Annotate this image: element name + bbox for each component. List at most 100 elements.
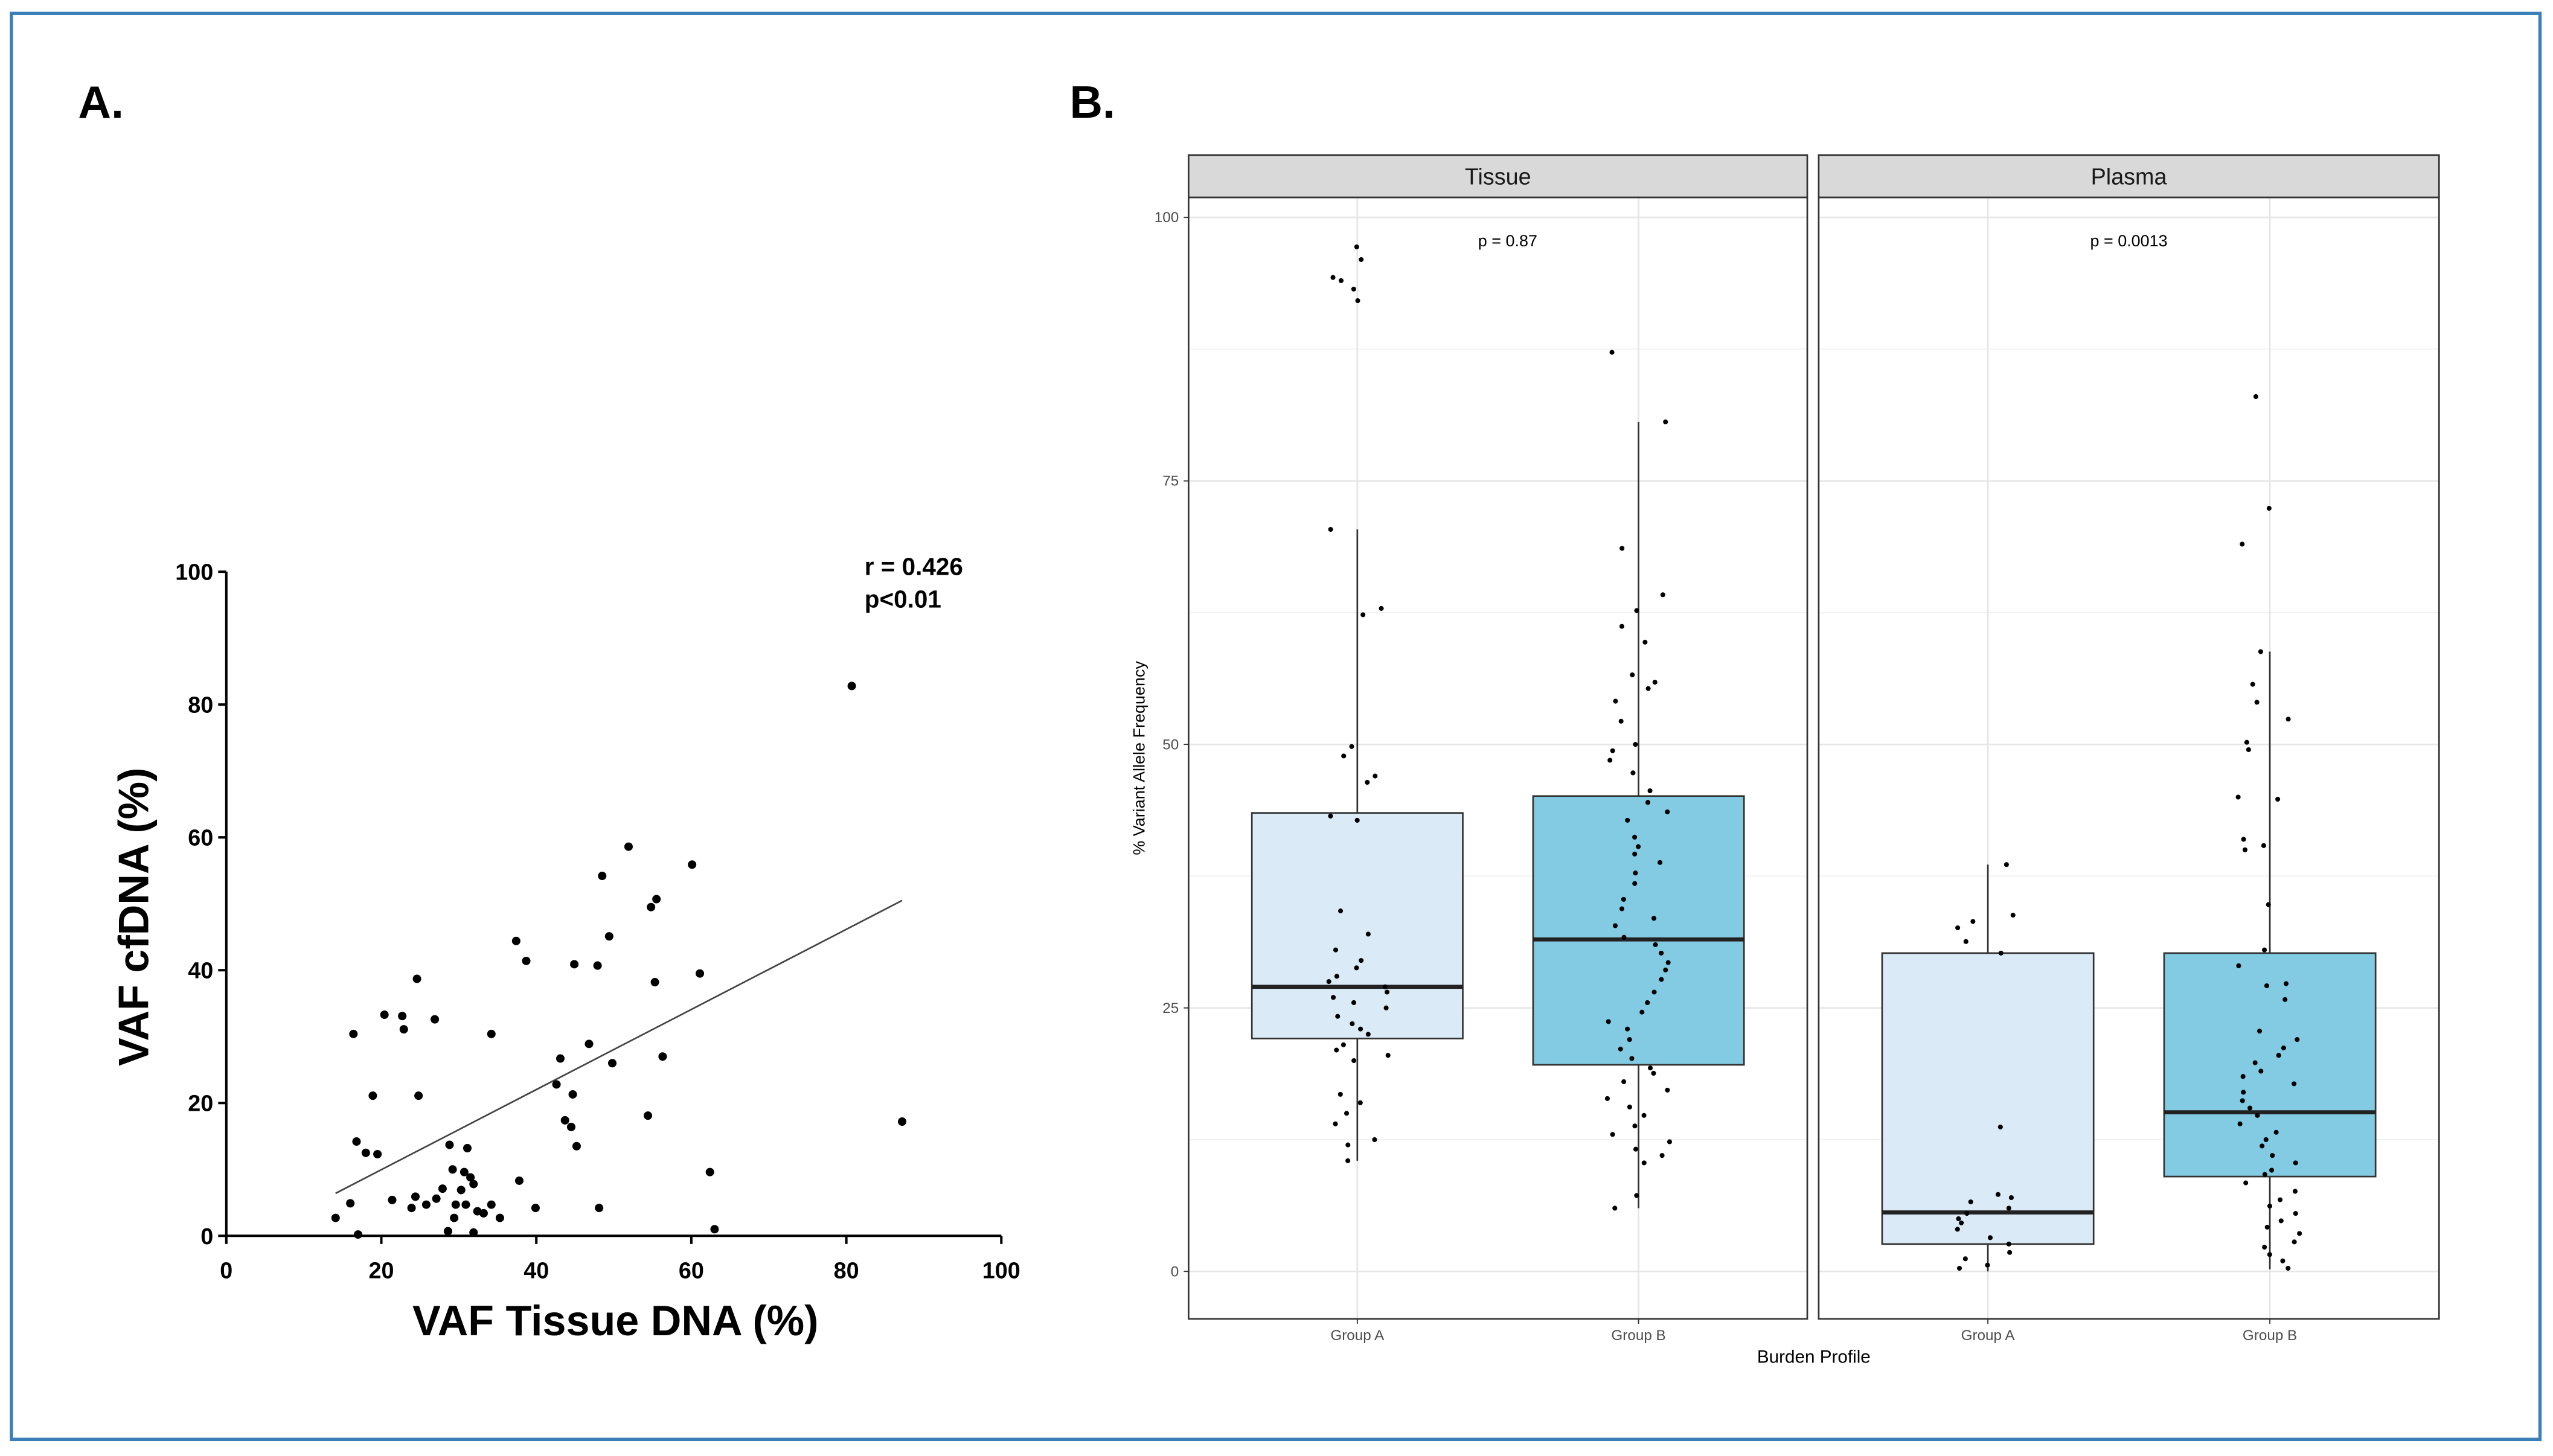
point	[352, 1137, 361, 1146]
annotation: r = 0.426	[865, 553, 963, 581]
point	[595, 1204, 604, 1213]
strip	[1188, 154, 1808, 199]
annotation: p = 0.0013	[2090, 232, 2168, 250]
jitter-point	[2244, 739, 2249, 745]
jitter-point	[2262, 947, 2267, 953]
jitter-point	[2292, 1189, 2298, 1194]
jitter-point	[2264, 1224, 2270, 1230]
jitter-point	[1634, 608, 1639, 613]
jitter-point	[1963, 939, 1968, 944]
jitter-point	[1968, 1199, 1973, 1205]
point	[349, 1029, 358, 1038]
point	[487, 1029, 496, 1038]
y-tick-label: 50	[1162, 736, 1179, 753]
point	[522, 956, 531, 965]
point	[469, 1180, 478, 1189]
jitter-point	[1647, 788, 1653, 794]
trend-line	[335, 899, 903, 1195]
x-tick-label: Group A	[1330, 1327, 1385, 1344]
point	[407, 1204, 416, 1213]
jitter-point	[1621, 1079, 1627, 1084]
jitter-point	[1956, 1265, 1962, 1271]
annotation: p = 0.87	[1478, 232, 1537, 250]
jitter-point	[2278, 1197, 2283, 1202]
jitter-point	[1629, 1056, 1635, 1061]
jitter-point	[1659, 1153, 1665, 1158]
jitter-point	[1651, 916, 1657, 921]
jitter-point	[1985, 1262, 1990, 1268]
jitter-point	[1345, 1142, 1351, 1148]
box	[2163, 952, 2377, 1178]
jitter-point	[1333, 1121, 1338, 1126]
jitter-point	[1337, 1091, 1343, 1097]
jitter-point	[1962, 1256, 1968, 1262]
jitter-point	[2252, 1060, 2258, 1065]
y-axis-title: VAF cfDNA (%)	[110, 768, 157, 1067]
jitter-point	[1660, 592, 1665, 598]
jitter-point	[2266, 506, 2272, 511]
jitter-point	[2280, 1258, 2286, 1263]
y-tick-label: 25	[1162, 1000, 1179, 1017]
jitter-point	[1648, 1065, 1653, 1071]
point	[460, 1167, 469, 1177]
point	[438, 1184, 447, 1193]
jitter-point	[1956, 1216, 1961, 1221]
jitter-point	[1330, 275, 1336, 280]
jitter-point	[2286, 717, 2291, 722]
panel-background	[1188, 197, 1808, 1319]
point	[445, 1140, 454, 1149]
jitter-point	[1334, 1047, 1339, 1053]
point	[552, 1080, 561, 1089]
jitter-point	[1964, 1211, 1970, 1216]
strip	[1818, 154, 2440, 199]
jitter-point	[2004, 862, 2009, 867]
jitter-point	[1652, 680, 1658, 685]
jitter-point	[1663, 967, 1668, 972]
point	[560, 1116, 569, 1125]
jitter-point	[1955, 1227, 1960, 1232]
jitter-point	[1632, 1123, 1638, 1129]
box	[1251, 812, 1464, 1039]
jitter-point	[2263, 1137, 2269, 1143]
jitter-point	[1632, 851, 1638, 857]
point	[487, 1200, 496, 1209]
point	[479, 1209, 488, 1218]
jitter-point	[1379, 605, 1384, 611]
jitter-point	[2292, 1239, 2297, 1245]
jitter-point	[1632, 834, 1638, 840]
point	[346, 1199, 355, 1208]
point	[696, 969, 705, 978]
jitter-point	[1335, 1014, 1341, 1019]
jitter-point	[1345, 1158, 1351, 1163]
jitter-point	[1333, 947, 1339, 953]
jitter-point	[1618, 718, 1624, 724]
jitter-point	[1612, 1205, 1618, 1211]
y-tick-label: 75	[1162, 473, 1179, 490]
x-tick-label: 60	[679, 1257, 704, 1283]
jitter-point	[1613, 698, 1618, 704]
jitter-point	[1658, 860, 1663, 865]
jitter-point	[1326, 979, 1331, 985]
jitter-point	[1665, 1087, 1670, 1093]
jitter-point	[1344, 1111, 1350, 1116]
jitter-point	[2283, 981, 2289, 986]
panel-label: A.	[78, 77, 124, 127]
jitter-point	[1970, 919, 1976, 924]
jitter-point	[1619, 624, 1624, 629]
jitter-point	[2267, 1203, 2272, 1209]
point	[463, 1144, 472, 1153]
jitter-point	[1634, 1193, 1639, 1198]
point	[652, 895, 661, 904]
jitter-point	[1618, 1046, 1623, 1052]
jitter-point	[1373, 773, 1378, 779]
jitter-point	[1338, 278, 1344, 283]
point	[353, 1230, 363, 1239]
jitter-point	[1358, 1026, 1363, 1032]
jitter-point	[1610, 748, 1615, 753]
y-tick-label: 100	[1155, 209, 1179, 226]
jitter-point	[1995, 1192, 2000, 1197]
jitter-point	[1653, 942, 1658, 947]
jitter-point	[1607, 758, 1613, 763]
jitter-point	[2262, 1245, 2267, 1250]
jitter-point	[2241, 837, 2246, 842]
